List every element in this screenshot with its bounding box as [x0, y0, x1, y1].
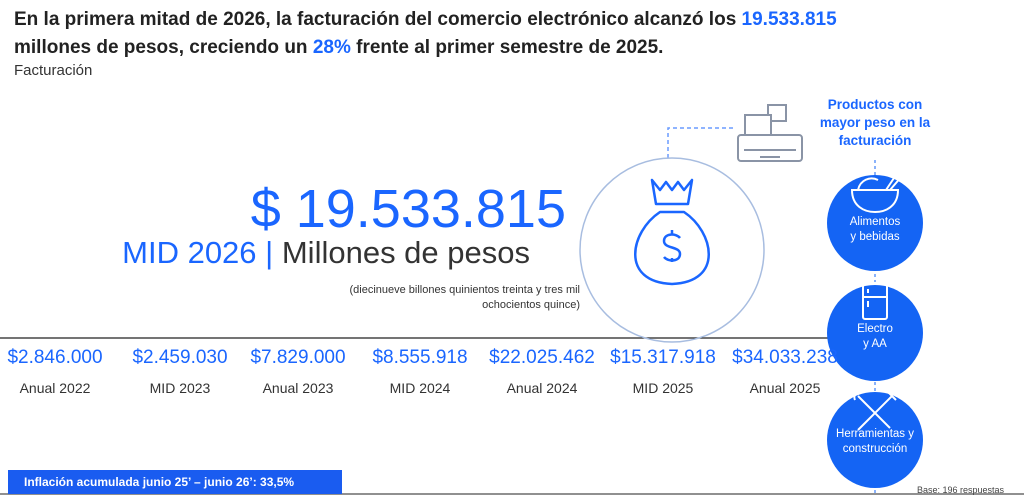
timeline-label: MID 2024 — [389, 380, 451, 396]
timeline-label: Anual 2022 — [19, 380, 91, 396]
timeline-value: $8.555.918 — [372, 347, 468, 368]
title-text: frente al primer semestre de 2025. — [356, 37, 664, 58]
unit: Millones de pesos — [281, 235, 530, 270]
product-label: Alimentos — [849, 216, 901, 228]
title-highlight: 19.533.815 — [741, 9, 837, 30]
separator: | — [265, 235, 274, 270]
timeline-label: MID 2025 — [632, 380, 694, 396]
title-text: En la primera mitad de 2026, la facturac… — [14, 9, 737, 30]
title: En la primera mitad de 2026, la facturac… — [14, 6, 914, 62]
money-bag-icon — [634, 178, 710, 286]
timeline-value: $2.459.030 — [132, 347, 228, 368]
product-label: y AA — [863, 338, 887, 350]
inflation-note: Inflación acumulada junio 25’ – junio 26… — [8, 470, 342, 494]
timeline-label: Anual 2024 — [506, 380, 578, 396]
base-note: Base: 196 respuestas — [916, 485, 1004, 495]
products-title: facturación — [838, 133, 912, 148]
products-title: mayor peso en la — [819, 115, 931, 130]
timeline-value: $15.317.918 — [610, 347, 716, 368]
dashed-link — [667, 127, 735, 158]
title-highlight: 28% — [312, 37, 351, 58]
amount-words: ochocientos quince) — [482, 299, 580, 311]
product-circle — [827, 285, 923, 381]
timeline-value: $2.846.000 — [7, 347, 103, 368]
product-label: Herramientas y — [836, 428, 914, 440]
timeline-label: Anual 2025 — [749, 380, 821, 396]
period-line: MID 2026 | Millones de pesos — [122, 235, 530, 271]
subtitle: Facturación — [14, 62, 93, 79]
timeline-value: $34.033.238 — [732, 347, 838, 368]
bag-circle — [579, 157, 765, 343]
product-label: Electro — [857, 323, 893, 335]
timeline-value: $22.025.462 — [489, 347, 595, 368]
food-icon — [850, 171, 903, 214]
timeline-label: MID 2023 — [149, 380, 211, 396]
register-icon — [737, 104, 803, 162]
timeline-value: $7.829.000 — [250, 347, 346, 368]
product-circle — [827, 175, 923, 271]
amount-words: (diecinueve billones quinientos treinta … — [349, 284, 580, 296]
timeline-label: Anual 2023 — [262, 380, 334, 396]
product-circle — [827, 392, 923, 488]
period: MID 2026 — [122, 235, 257, 270]
title-text: millones de pesos, creciendo un — [14, 37, 308, 58]
product-label: construcción — [842, 443, 908, 455]
tools-icon — [853, 390, 897, 431]
amount: $ 19.533.815 — [250, 179, 566, 239]
products-title: Productos con — [827, 97, 923, 112]
fridge-icon — [862, 282, 888, 320]
product-label: y bebidas — [850, 231, 900, 243]
